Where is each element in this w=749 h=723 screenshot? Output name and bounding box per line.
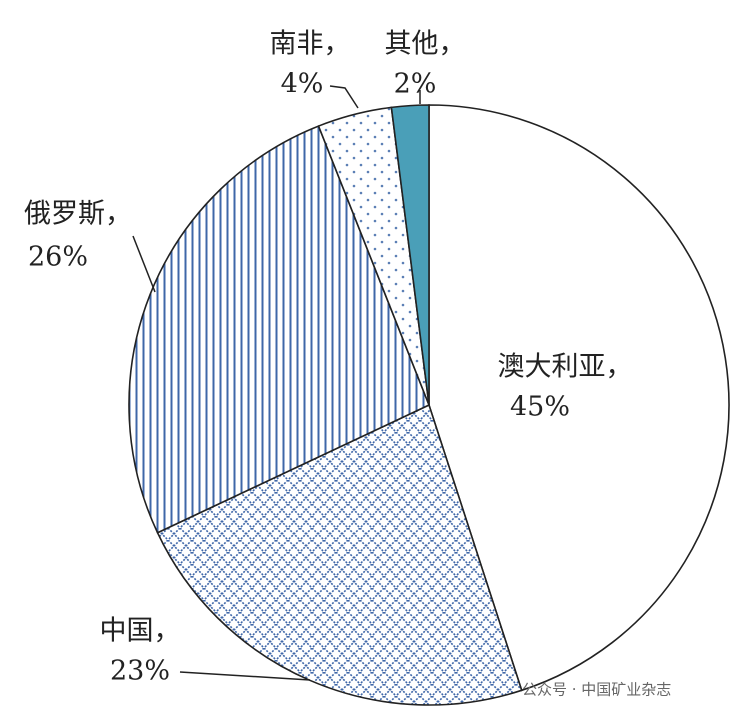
watermark: 公众号 · 中国矿业杂志 [522, 681, 671, 699]
value-label: 4% [281, 69, 324, 100]
value-label: 2% [394, 69, 437, 100]
labels: 澳大利亚， 45% 中国， 23% 俄罗斯， 26% 南非， 4% 其他， 2% [24, 29, 633, 687]
leader-line [132, 235, 156, 293]
leader-line [329, 85, 359, 109]
value-label: 23% [110, 656, 170, 687]
pie-slice [390, 104, 430, 406]
category-label: 俄罗斯， [24, 199, 132, 230]
value-label: 45% [510, 392, 570, 423]
leader-line [179, 671, 311, 681]
category-label: 澳大利亚， [498, 352, 633, 383]
category-label: 其他， [385, 29, 466, 60]
value-label: 26% [28, 242, 88, 273]
pie [128, 104, 730, 706]
category-label: 南非， [270, 29, 351, 60]
pie-slice [428, 104, 730, 692]
category-label: 中国， [100, 616, 181, 647]
pie-slice [128, 125, 431, 534]
